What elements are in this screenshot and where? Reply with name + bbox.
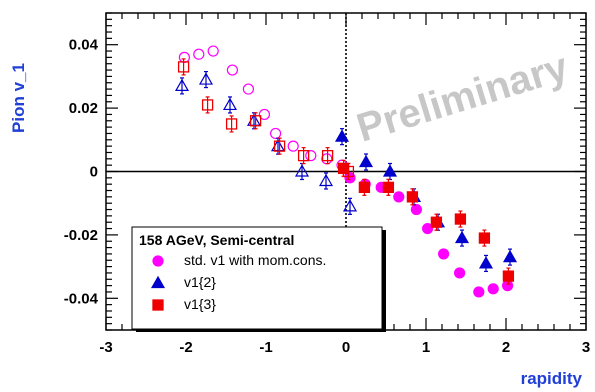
x-tick-label: -3 — [99, 339, 112, 356]
v1-3-reflected-point — [201, 99, 214, 111]
y-tick-label: 0.04 — [69, 37, 99, 54]
v1-2-reflected-point — [318, 173, 334, 187]
v1-3-point — [358, 181, 371, 194]
x-axis-title: rapidity — [521, 369, 583, 388]
std-v1-reflected-point — [287, 140, 299, 152]
std-v1-point — [410, 203, 422, 216]
v1-2-point — [334, 129, 350, 142]
v1-3-reflected-point — [249, 115, 262, 127]
v1-2-reflected-point — [174, 78, 190, 92]
x-tick-label: 3 — [582, 339, 590, 356]
v1-3-point — [454, 213, 467, 225]
v1-3-reflected-point — [297, 149, 310, 162]
x-tick-label: -1 — [259, 339, 272, 356]
v1-3-reflected-point — [225, 118, 238, 130]
x-tick-label: 2 — [502, 339, 510, 356]
y-tick-label: -0.02 — [64, 227, 98, 244]
legend-entry-label: v1{2} — [184, 274, 216, 290]
v1-3-reflected-point — [177, 61, 190, 73]
std-v1-point — [487, 283, 499, 295]
legend-entry-label: v1{3} — [184, 296, 216, 312]
std-v1-point — [454, 267, 466, 279]
v1-2-point — [382, 164, 398, 177]
std-v1-point — [473, 286, 485, 298]
v1-2-point — [478, 256, 494, 269]
x-tick-label: 0 — [342, 339, 350, 356]
legend-marker — [152, 299, 164, 311]
v1-3-point — [430, 216, 443, 228]
legend-box — [131, 226, 383, 330]
v1-3-point — [502, 270, 515, 282]
std-v1-reflected-point — [207, 45, 219, 57]
y-axis-title: Pion v_1 — [9, 63, 28, 133]
legend-marker — [150, 275, 166, 289]
legend: 158 AGeV, Semi-central std. v1 with mom.… — [131, 226, 386, 332]
legend-title: 158 AGeV, Semi-central — [139, 232, 294, 248]
v1-2-point — [502, 249, 518, 263]
v1-2-reflected-point — [294, 164, 310, 177]
std-v1-point — [438, 248, 450, 260]
legend-entry-label: std. v1 with mom.cons. — [184, 252, 326, 268]
v1-2-reflected-point — [222, 97, 238, 111]
v1-2-point — [358, 154, 374, 168]
v1-3-point — [382, 181, 395, 194]
legend-marker — [152, 255, 164, 267]
std-v1-point — [393, 191, 405, 203]
v1-2-point — [454, 230, 470, 244]
v1-3-point — [337, 162, 350, 174]
v1-3-reflected-point — [321, 149, 334, 162]
v1-3-point — [478, 232, 491, 244]
std-v1-reflected-point — [193, 48, 205, 60]
v1-3-point — [406, 191, 419, 203]
v1-3-reflected-point — [273, 140, 286, 152]
y-tick-label: 0 — [90, 164, 98, 181]
std-v1-point — [344, 172, 356, 184]
std-v1-reflected-point — [258, 108, 270, 121]
x-tick-label: -2 — [179, 339, 192, 356]
std-v1-reflected-point — [305, 150, 317, 162]
x-tick-label: 1 — [422, 339, 430, 356]
std-v1-reflected-point — [226, 64, 238, 76]
std-v1-reflected-point — [270, 127, 282, 140]
std-v1-reflected-point — [242, 83, 254, 95]
v1-2-reflected-point — [342, 199, 358, 212]
std-v1-point — [422, 222, 434, 235]
y-tick-label: -0.04 — [64, 290, 99, 307]
y-tick-label: 0.02 — [69, 100, 98, 117]
v1-2-reflected-point — [198, 72, 214, 85]
std-v1-point — [502, 280, 514, 292]
